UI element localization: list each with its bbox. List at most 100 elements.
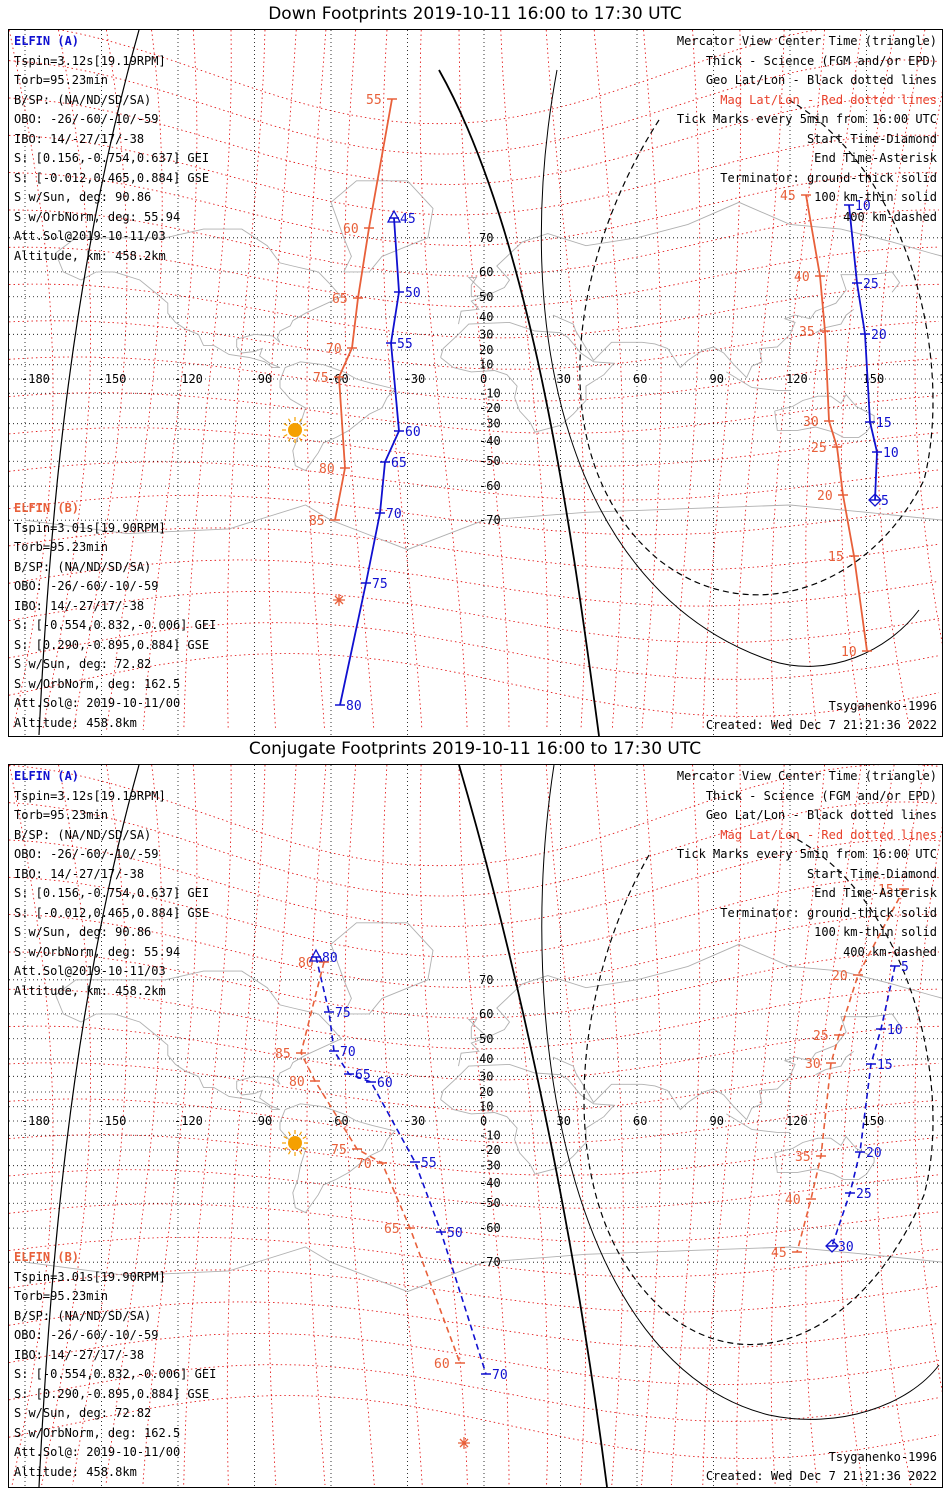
mag-lon-line	[736, 765, 785, 1486]
track-tick-label: 30	[805, 1057, 821, 1072]
track-tick-label: 75	[313, 371, 329, 386]
lat-tick-label: -60	[479, 1221, 501, 1235]
lat-tick-label: -40	[479, 434, 501, 448]
elfin-a-label: ELFIN (A)	[14, 34, 80, 48]
sun-ray	[298, 1131, 303, 1136]
legend-line: 100 km-thin solid	[814, 190, 937, 204]
elfin-a-line: B/SP: (NA/ND/SD/SA)	[14, 827, 152, 842]
terminator-100km	[38, 765, 140, 1487]
mag-lat-line	[9, 1333, 940, 1385]
mag-lon-line	[183, 765, 232, 1486]
lat-tick-label: -70	[479, 1255, 501, 1269]
lon-tick-label: 90	[710, 1114, 724, 1128]
model-credit: Tsyganenko-1996 Created: Wed Dec 7 21:21…	[706, 697, 937, 735]
elfin-a-line: Torb=95.23min	[14, 808, 108, 822]
lon-tick-label: 60	[633, 1114, 647, 1128]
mag-lon-line	[702, 765, 742, 1486]
mag-lon-line	[876, 765, 926, 1486]
legend-line: 400 km-dashed	[843, 209, 937, 224]
sun-ray	[298, 437, 303, 442]
mag-lat-line	[9, 1269, 940, 1313]
down-footprints-panel: -180 -150 -120 -90 -60 -30 0 30 60 90 120 150 180 70 6…	[8, 29, 943, 737]
terminator-400km	[579, 99, 934, 596]
elfin-b-track-west	[334, 98, 393, 521]
lon-tick-label: -120	[174, 1114, 203, 1128]
mag-lon-line	[42, 30, 92, 731]
elfin-a-line: Altitude, km: 458.2km	[14, 983, 166, 998]
mag-lon-line	[306, 765, 327, 1486]
mag-lat-line	[9, 591, 940, 643]
elfin-b-line: S: [0.290,-0.895,0.884] GSE	[14, 637, 210, 652]
elfin-a-line: S: [0.156,-0.754,0.637] GEI	[14, 886, 210, 900]
mag-lon-line	[306, 30, 327, 731]
lat-tick-label: -50	[479, 454, 501, 468]
mag-lon-line	[106, 30, 163, 731]
conjugate-footprints-panel: -180 -150 -120 -90 -60 -30 0 30 60 90 120 150 180 70 6…	[8, 764, 943, 1488]
coastline	[458, 201, 942, 325]
legend-line: Thick - Science (FGM and/or EPD)	[705, 788, 937, 803]
elfin-b-line: S: [-0.554,0.832,-0.006] GEI	[14, 618, 217, 632]
elfin-b-line: Altitude: 458.8km	[14, 1464, 137, 1479]
lon-tick-label: 60	[633, 372, 647, 386]
coastline	[458, 943, 942, 1067]
track-tick-label: 5	[901, 960, 909, 975]
track-tick-label: 60	[343, 222, 359, 237]
track-tick-label: 25	[863, 277, 879, 292]
sun-ray	[302, 433, 307, 438]
legend-line: Mercator View Center Time (triangle)	[676, 769, 937, 783]
track-tick-label: 45	[780, 189, 796, 204]
track-tick-label: 20	[871, 328, 887, 343]
elfin-a-label: ELFIN (A)	[14, 769, 80, 783]
elfin-a-line: Torb=95.23min	[14, 73, 108, 87]
legend-line: Tick Marks every 5min from 16:00 UTC	[676, 112, 937, 126]
mag-lon-line	[9, 765, 54, 1486]
lon-tick-label: 90	[710, 372, 724, 386]
mag-lat-line	[9, 246, 940, 308]
legend-line: Mag Lat/Lon - Red dotted lines	[720, 827, 937, 842]
lon-tick-label: 30	[557, 1114, 571, 1128]
sun-icon	[288, 1136, 302, 1150]
track-tick-label: 20	[866, 1146, 882, 1161]
track-tick-label: 55	[397, 337, 413, 352]
track-tick-label: 30	[803, 415, 819, 430]
lat-tick-label: 50	[479, 290, 493, 304]
elfin-b-line: S w/Sun, deg: 72.82	[14, 657, 152, 671]
lon-tick-label: 120	[786, 372, 808, 386]
sun-ray	[283, 1146, 288, 1151]
track-tick-label: 50	[447, 1226, 463, 1241]
elfin-a-line: S w/Sun, deg: 90.86	[14, 925, 152, 939]
elfin-b-line: IBO: 14/-27/17/-38	[14, 1347, 145, 1362]
lon-tick-label: -30	[404, 1114, 426, 1128]
coastline	[774, 393, 875, 438]
elfin-a-line: S w/Sun, deg: 90.86	[14, 190, 152, 204]
lat-tick-label: -10	[479, 386, 501, 400]
lat-tick-label: -20	[479, 1143, 501, 1157]
track-tick-label: 20	[832, 969, 848, 984]
track-tick-label: 25	[856, 1187, 872, 1202]
mag-lat-line	[9, 1301, 940, 1349]
mag-lon-line	[419, 765, 468, 1486]
mag-lon-line	[500, 30, 549, 731]
track-tick-label: 70	[492, 1368, 508, 1383]
coastline	[467, 1018, 488, 1040]
lat-tick-label: 20	[479, 1085, 493, 1099]
mag-lat-line	[9, 653, 940, 717]
lat-tick-label: -50	[479, 1196, 501, 1210]
coastline	[330, 922, 434, 1015]
elfin-a-line: S w/OrbNorm, deg: 55.94	[14, 944, 181, 959]
elfin-a-line: OBO: -26/-60/-10/-59	[14, 847, 159, 861]
mag-lon-line	[267, 30, 297, 731]
mag-lon-line	[805, 765, 862, 1486]
mag-lon-line	[840, 765, 895, 1486]
legend-line: 100 km-thin solid	[814, 925, 937, 939]
end-asterisk	[333, 594, 345, 606]
mag-lat-line	[9, 839, 940, 927]
legend-line: Geo Lat/Lon - Black dotted lines	[705, 73, 937, 87]
track-tick-label: 5	[881, 494, 889, 509]
sun-ray	[302, 1146, 307, 1151]
track-tick-label: 45	[400, 212, 416, 227]
elfin-b-line: B/SP: (NA/ND/SD/SA)	[14, 1308, 152, 1323]
elfin-b-line: Torb=95.23min	[14, 1289, 108, 1303]
lon-tick-label: 180	[939, 1114, 942, 1128]
mag-lat-line	[9, 527, 940, 571]
